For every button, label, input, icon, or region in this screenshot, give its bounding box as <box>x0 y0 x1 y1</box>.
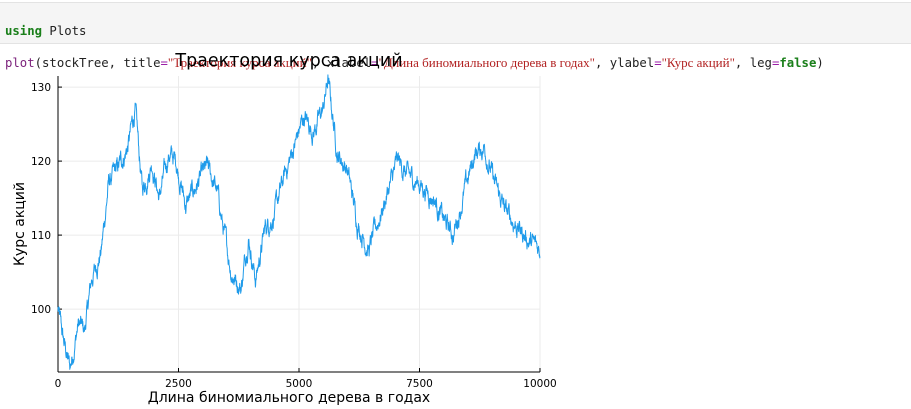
code-kwarg-ylabel: ylabel <box>609 55 655 70</box>
code-str-title: "Траектория курса акций" <box>167 54 312 70</box>
y-tick-label: 130 <box>31 82 51 94</box>
x-tick-label: 0 <box>55 378 62 390</box>
code-str-xlabel: "Длина биномиального дерева в годах" <box>378 54 595 70</box>
code-args-close: ) <box>816 55 824 70</box>
code-sep: , <box>311 55 327 70</box>
code-kwarg-leg: leg <box>749 55 772 70</box>
code-line-1: using Plots <box>5 24 911 40</box>
x-tick-label: 7500 <box>406 378 433 390</box>
y-axis-label: Курс акций <box>12 182 28 266</box>
y-tick-label: 120 <box>31 156 51 168</box>
code-eq: = <box>771 55 780 70</box>
code-module-name: Plots <box>42 23 87 38</box>
grid-lines <box>57 76 541 372</box>
code-fn-plot: plot <box>5 55 35 70</box>
code-kwarg-xlabel: xlabel <box>326 55 372 70</box>
code-str-ylabel: "Курс акций" <box>661 54 735 70</box>
x-tick-label: 2500 <box>165 378 192 390</box>
plot-output: 0 2500 5000 7500 10000 100 110 120 130 Траектори… <box>0 46 560 409</box>
series-line-stock-price <box>57 74 541 370</box>
x-axis-label: Длина биномиального дерева в годах <box>148 390 430 406</box>
code-line-2: plot(stockTree, title="Траектория курса … <box>5 55 911 72</box>
y-tick-label: 110 <box>31 230 51 242</box>
stock-trajectory-chart: 0 2500 5000 7500 10000 100 110 120 130 Траектори… <box>12 51 557 406</box>
code-sep: , <box>594 55 610 70</box>
code-sep: , <box>734 55 750 70</box>
x-tick-label: 5000 <box>286 378 313 390</box>
tick-labels: 0 2500 5000 7500 10000 100 110 120 130 <box>31 82 557 390</box>
code-cell[interactable]: using Plots plot(stockTree, title="Траек… <box>0 2 911 70</box>
chart-title: Траектория курса акций <box>174 51 402 71</box>
code-kwarg-title: title <box>123 55 161 70</box>
code-keyword-using: using <box>5 23 43 38</box>
x-tick-label: 10000 <box>523 378 556 390</box>
code-eq: = <box>371 55 379 70</box>
code-eq: = <box>654 55 662 70</box>
axes <box>57 76 541 373</box>
code-bool-false: false <box>779 55 817 70</box>
code-eq: = <box>160 55 168 70</box>
code-args-open: (stockTree, <box>34 55 124 70</box>
y-tick-label: 100 <box>31 304 51 316</box>
